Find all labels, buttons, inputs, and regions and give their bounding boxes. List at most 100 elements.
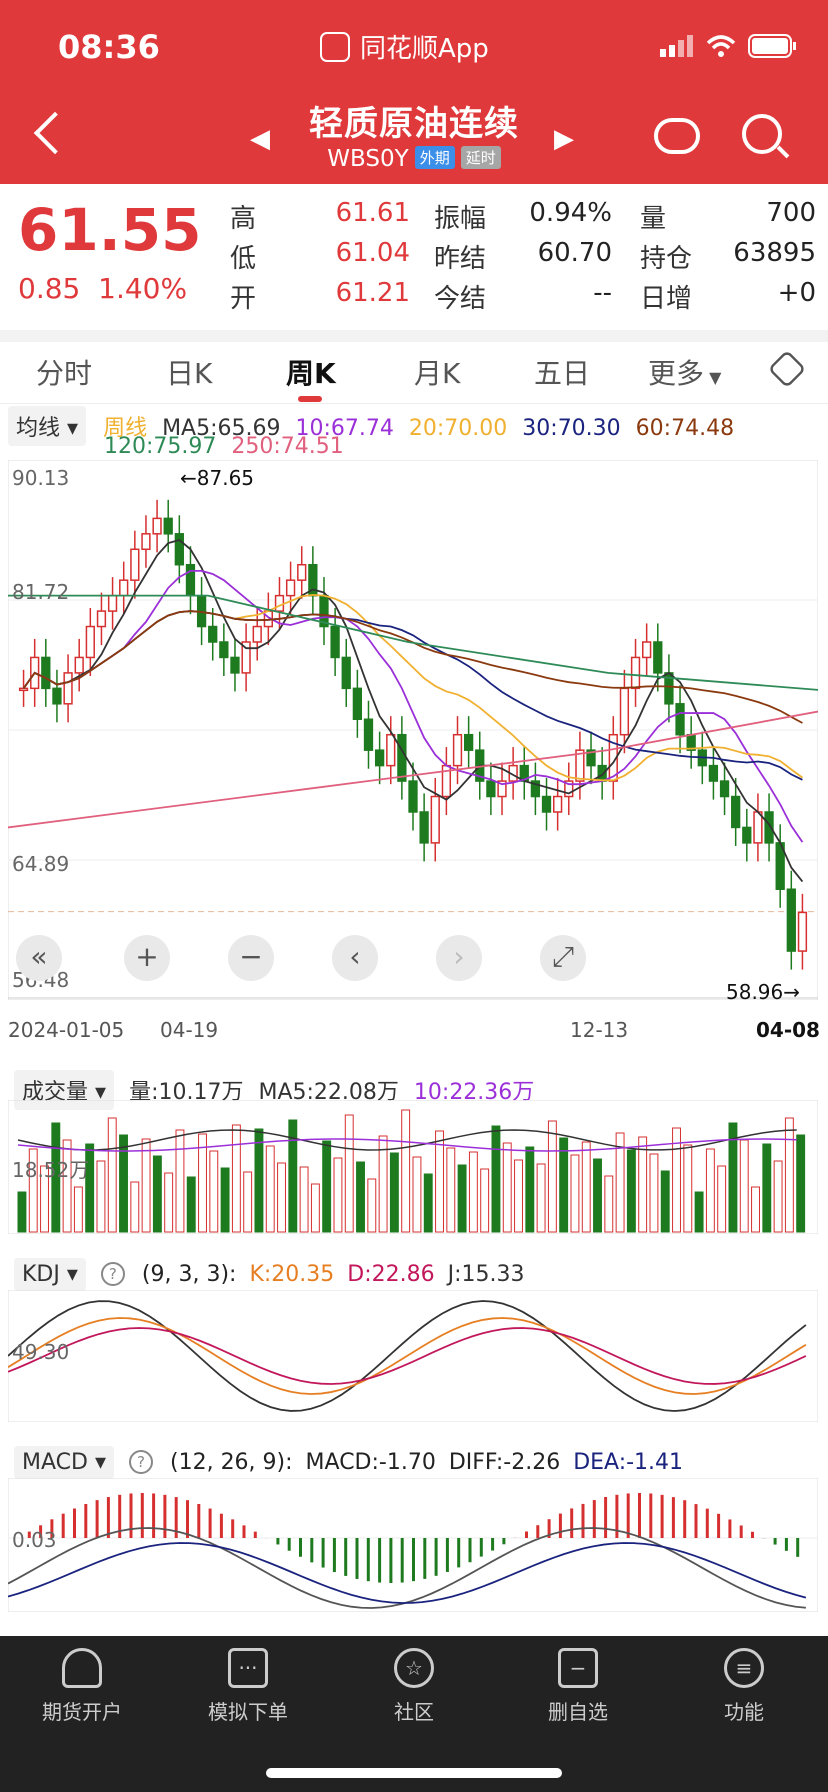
fullscreen-button[interactable]: ⤢ [540, 935, 586, 981]
home-indicator[interactable] [266, 1768, 562, 1778]
candle-body [219, 641, 229, 659]
minus-icon: − [558, 1648, 598, 1688]
page-title: 轻质原油连续 [309, 104, 519, 144]
chevron-down-icon: ▼ [704, 368, 722, 387]
nav-remove-watch[interactable]: − 删自选 [518, 1648, 638, 1725]
volume-bar [367, 1178, 377, 1233]
signal-icon [660, 35, 693, 57]
volume-bar [784, 1117, 794, 1233]
app-badge-icon [320, 31, 350, 62]
candle-body [297, 563, 307, 581]
candle-body [174, 533, 184, 566]
volume-bar [220, 1167, 230, 1233]
indicator-selector[interactable]: 均线 ▾ [8, 406, 87, 446]
tab-monthly[interactable]: 月K [414, 357, 461, 390]
high-value: 61.61 [335, 198, 410, 228]
candle-body [463, 733, 474, 751]
change-percent: 1.40% [98, 272, 188, 305]
candle-body [430, 795, 440, 844]
nav-remove-watch-label: 删自选 [548, 1700, 608, 1724]
volume-bar [401, 1109, 411, 1233]
prev-contract-icon[interactable]: ◀ [250, 124, 270, 154]
next-contract-icon[interactable]: ▶ [554, 124, 574, 154]
last-price: 61.55 [18, 196, 202, 264]
volume-bar [694, 1191, 704, 1233]
volume-bar [231, 1124, 241, 1233]
status-time: 08:36 [58, 28, 160, 66]
ma120-label: 120:75.97 [104, 434, 217, 459]
period-tabs: 分时 日K 周K 月K 五日 更多 ▼ [0, 340, 828, 404]
document-icon: ··· [228, 1648, 268, 1688]
kdj-help-icon[interactable]: ? [100, 1262, 125, 1286]
volume-bar [683, 1144, 693, 1233]
search-icon[interactable] [742, 114, 782, 154]
scroll-right-button[interactable]: › [436, 935, 482, 981]
tab-daily[interactable]: 日K [166, 357, 213, 390]
scroll-left-button[interactable]: ‹ [332, 935, 378, 981]
tab-weekly[interactable]: 周K [286, 357, 336, 390]
candle-body [797, 911, 808, 952]
ma5-line [22, 539, 804, 883]
volume-chart[interactable] [8, 1100, 818, 1234]
nav-community[interactable]: ☆ 社区 [354, 1648, 474, 1725]
tab-more-label: 更多 [648, 357, 705, 390]
prev-label: 昨结 [434, 244, 487, 274]
candle-body [786, 888, 796, 952]
volume-selector[interactable]: 成交量 ▾ [14, 1070, 115, 1110]
low-label: 低 [230, 244, 257, 274]
tab-intraday[interactable]: 分时 [36, 357, 93, 390]
y-axis-mid1: 81.72 [12, 580, 70, 604]
ma250-line [8, 710, 818, 829]
nav-open-account[interactable]: 期货开户 [22, 1648, 142, 1725]
kdj-selector[interactable]: KDJ ▾ [14, 1258, 86, 1291]
nav-sim-order-label: 模拟下单 [208, 1700, 288, 1724]
volume-bar [85, 1143, 95, 1233]
nav-open-account-label: 期货开户 [42, 1700, 122, 1724]
nav-functions[interactable]: ≡ 功能 [684, 1648, 804, 1725]
kline-chart[interactable] [8, 460, 818, 1000]
zoom-in-button[interactable]: + [124, 935, 170, 981]
macd-chart[interactable] [8, 1478, 818, 1612]
macd-selector[interactable]: MACD ▾ [14, 1446, 114, 1479]
vol-value: 700 [766, 198, 816, 228]
zoom-out-button[interactable]: − [228, 935, 274, 981]
volume-bar [423, 1173, 433, 1233]
volume-bar [51, 1122, 61, 1233]
kdj-params: (9, 3, 3): [141, 1262, 237, 1287]
volume-bar [514, 1159, 523, 1233]
code-text: WBS0Y [327, 146, 409, 172]
candle-body [341, 656, 351, 690]
macd-selector-label: MACD [22, 1450, 88, 1475]
candle-body [575, 749, 585, 782]
settings-icon[interactable] [767, 349, 807, 389]
tab-more[interactable]: 更多 ▼ [648, 352, 721, 392]
tab-five-day[interactable]: 五日 [534, 357, 591, 390]
kdj-frame [8, 1290, 818, 1422]
nav-sim-order[interactable]: ··· 模拟下单 [188, 1648, 308, 1725]
volume-ma10-line [17, 1138, 797, 1152]
macd-help-icon[interactable]: ? [129, 1450, 153, 1474]
candle-body [719, 780, 730, 798]
candle-body [352, 687, 363, 721]
ma250-label: 250:74.51 [231, 434, 344, 459]
kdj-chart[interactable] [8, 1290, 818, 1422]
volume-bar [198, 1133, 207, 1233]
active-tab-indicator [298, 396, 322, 402]
rewind-button[interactable]: « [16, 935, 62, 981]
candle-body [363, 718, 374, 751]
volume-legend: 成交量 ▾ 量:10.17万 MA5:22.08万 10:22.36万 [14, 1070, 534, 1110]
candle-body [130, 548, 140, 581]
volume-bar [762, 1143, 772, 1233]
kdj-d-line [8, 1327, 807, 1385]
inc-label: 日增 [640, 284, 693, 314]
robot-icon[interactable] [654, 118, 700, 154]
volume-bar [412, 1156, 422, 1233]
volume-bar [344, 1114, 354, 1233]
open-label: 开 [230, 284, 257, 314]
date-end: 04-08 [756, 1018, 820, 1042]
volume-bar [751, 1186, 760, 1233]
volume-selector-label: 成交量 [22, 1080, 89, 1105]
quote-panel: 61.55 0.85 1.40% 高 61.61 低 61.04 开 61.21… [0, 184, 828, 330]
macd-params: (12, 26, 9): [170, 1450, 293, 1475]
candle-body [553, 795, 563, 813]
